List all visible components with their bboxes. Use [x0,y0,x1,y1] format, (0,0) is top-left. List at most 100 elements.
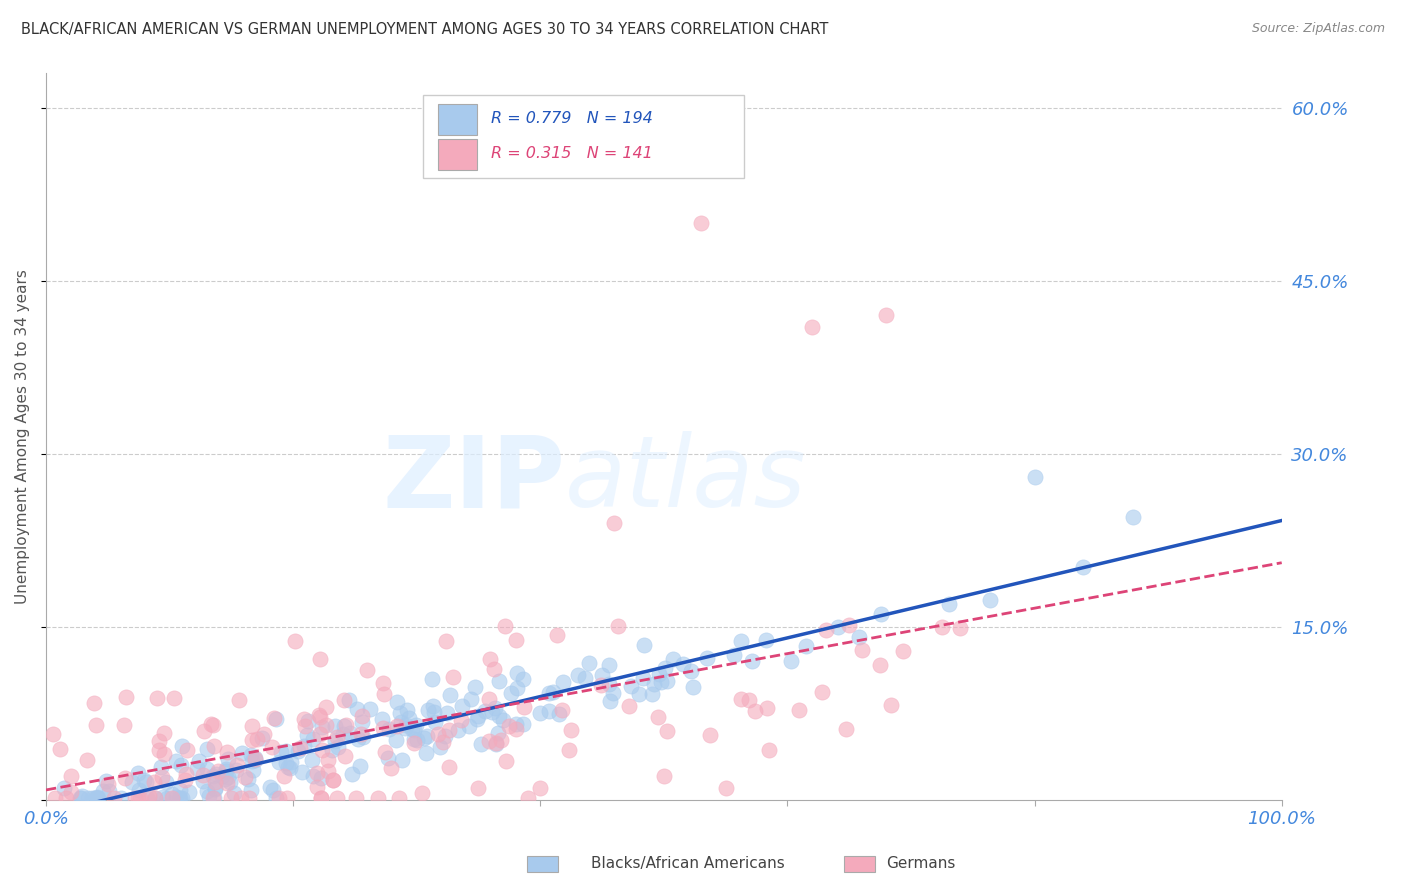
Point [301,753,323,767]
Point [450,698,472,713]
Point [422,699,444,714]
Point [598,658,620,673]
Point [323,719,346,733]
Point [814,623,837,637]
Point [325,734,347,748]
Point [217,770,239,784]
Point [172,739,194,753]
Point [875,308,897,322]
Point [326,740,349,755]
Point [529,706,551,720]
Point [385,719,408,733]
Point [295,728,318,742]
Point [439,688,461,702]
Point [416,729,439,743]
Point [148,733,170,747]
Point [478,734,501,748]
Point [42,727,65,741]
Point [413,731,436,746]
Point [219,791,242,805]
Point [315,717,337,731]
Point [402,736,425,750]
Point [240,754,263,768]
Point [505,633,527,648]
Point [135,774,157,789]
Point [350,709,373,723]
Point [80,791,103,805]
Point [551,675,574,690]
Point [155,775,177,789]
Point [86,789,108,804]
Point [415,746,437,760]
Point [204,781,226,796]
Point [495,754,517,768]
Point [938,597,960,611]
Point [215,764,238,778]
Point [349,759,371,773]
Point [52,780,75,795]
Point [682,680,704,694]
Point [143,775,166,789]
Point [350,727,373,741]
Point [103,791,125,805]
Point [436,706,458,720]
Point [195,763,218,777]
Point [270,745,292,759]
Point [356,663,378,677]
Point [827,620,849,634]
Point [84,718,107,732]
Text: R = 0.779   N = 194: R = 0.779 N = 194 [491,112,652,127]
Point [191,768,214,782]
Point [132,772,155,787]
Point [335,749,357,764]
Point [741,654,763,668]
Point [280,755,302,769]
Point [870,607,893,622]
Point [225,757,247,772]
Point [264,712,287,726]
Point [176,767,198,781]
Point [662,652,685,666]
Point [70,789,93,804]
Point [136,791,159,805]
Point [276,791,298,805]
Point [292,712,315,726]
Point [87,791,110,805]
Point [243,752,266,766]
Point [1024,469,1046,483]
Point [217,776,239,790]
Point [505,716,527,731]
Point [617,698,640,713]
Point [97,783,120,797]
Point [215,745,238,759]
Point [628,687,651,701]
Point [201,769,224,783]
Point [598,677,620,691]
Point [744,705,766,719]
Point [214,772,236,786]
Point [384,732,406,747]
Point [163,690,186,705]
Point [543,685,565,699]
Point [326,791,349,805]
Point [810,684,832,698]
Point [405,718,427,732]
Point [427,727,450,741]
Point [250,731,273,745]
Point [225,764,247,778]
Point [245,751,267,765]
Point [114,772,136,786]
Point [200,717,222,731]
Point [394,718,416,732]
Point [696,651,718,665]
Point [84,791,107,805]
Point [242,764,264,778]
Point [308,652,330,666]
Point [641,687,664,701]
Point [294,719,316,733]
Text: R = 0.315   N = 141: R = 0.315 N = 141 [491,146,652,161]
Point [263,711,285,725]
Point [633,671,655,685]
Point [217,752,239,766]
Point [801,319,824,334]
